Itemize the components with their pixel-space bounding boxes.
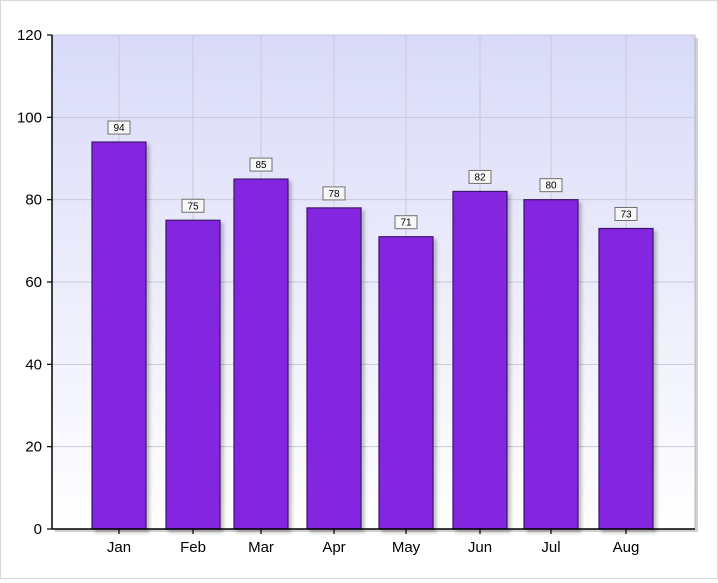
bar-jul bbox=[523, 199, 579, 530]
data-label-text: 73 bbox=[620, 209, 632, 220]
x-tick-label-may: May bbox=[392, 539, 421, 556]
data-label-apr: 78 bbox=[322, 186, 346, 201]
data-label-text: 71 bbox=[400, 218, 412, 229]
bar-may bbox=[378, 236, 434, 530]
data-label-text: 94 bbox=[113, 123, 125, 134]
bar-jan bbox=[91, 141, 147, 530]
data-labels: 94 75 85 78 71 82 80 73 bbox=[107, 120, 638, 230]
data-label-jun: 82 bbox=[468, 169, 492, 184]
data-label-box bbox=[539, 178, 563, 193]
x-tick-label-mar: Mar bbox=[248, 539, 274, 556]
x-tick-label-apr: Apr bbox=[322, 539, 345, 556]
bar-aug bbox=[598, 227, 654, 530]
data-label-box bbox=[614, 206, 638, 221]
data-label-box bbox=[107, 120, 131, 135]
bar-jun bbox=[452, 190, 508, 530]
y-tick-label: 60 bbox=[25, 274, 42, 291]
x-tick-label-aug: Aug bbox=[613, 539, 640, 556]
data-label-text: 78 bbox=[328, 189, 340, 200]
y-tick-label: 120 bbox=[17, 27, 42, 44]
data-label-aug: 73 bbox=[614, 206, 638, 221]
y-axis-tick-labels: 0 20 40 60 80 100 120 bbox=[17, 27, 42, 538]
y-tick-label: 0 bbox=[34, 521, 42, 538]
data-label-may: 71 bbox=[394, 215, 418, 230]
bar-series bbox=[91, 141, 654, 530]
data-label-text: 80 bbox=[545, 181, 557, 192]
y-tick-label: 80 bbox=[25, 192, 42, 209]
y-tick-label: 100 bbox=[17, 109, 42, 126]
bar-apr bbox=[306, 207, 362, 530]
x-axis-tick-labels: Jan Feb Mar Apr May Jun Jul Aug bbox=[107, 539, 639, 556]
y-tick-label: 40 bbox=[25, 356, 42, 373]
y-tick-label: 20 bbox=[25, 439, 42, 456]
data-label-box bbox=[322, 186, 346, 201]
x-tick-label-jun: Jun bbox=[468, 539, 492, 556]
data-label-box bbox=[181, 198, 205, 213]
x-tick-label-feb: Feb bbox=[180, 539, 206, 556]
data-label-box bbox=[468, 169, 492, 184]
data-label-text: 85 bbox=[255, 160, 267, 171]
bar-feb bbox=[165, 219, 221, 530]
axes bbox=[47, 34, 695, 534]
x-tick-label-jul: Jul bbox=[541, 539, 560, 556]
data-label-jan: 94 bbox=[107, 120, 131, 135]
data-label-feb: 75 bbox=[181, 198, 205, 213]
bar-mar bbox=[233, 178, 289, 530]
data-label-mar: 85 bbox=[249, 157, 273, 172]
data-label-jul: 80 bbox=[539, 178, 563, 193]
data-label-box bbox=[249, 157, 273, 172]
x-tick-label-jan: Jan bbox=[107, 539, 131, 556]
data-label-text: 82 bbox=[474, 172, 486, 183]
data-label-text: 75 bbox=[187, 201, 199, 212]
data-label-box bbox=[394, 215, 418, 230]
